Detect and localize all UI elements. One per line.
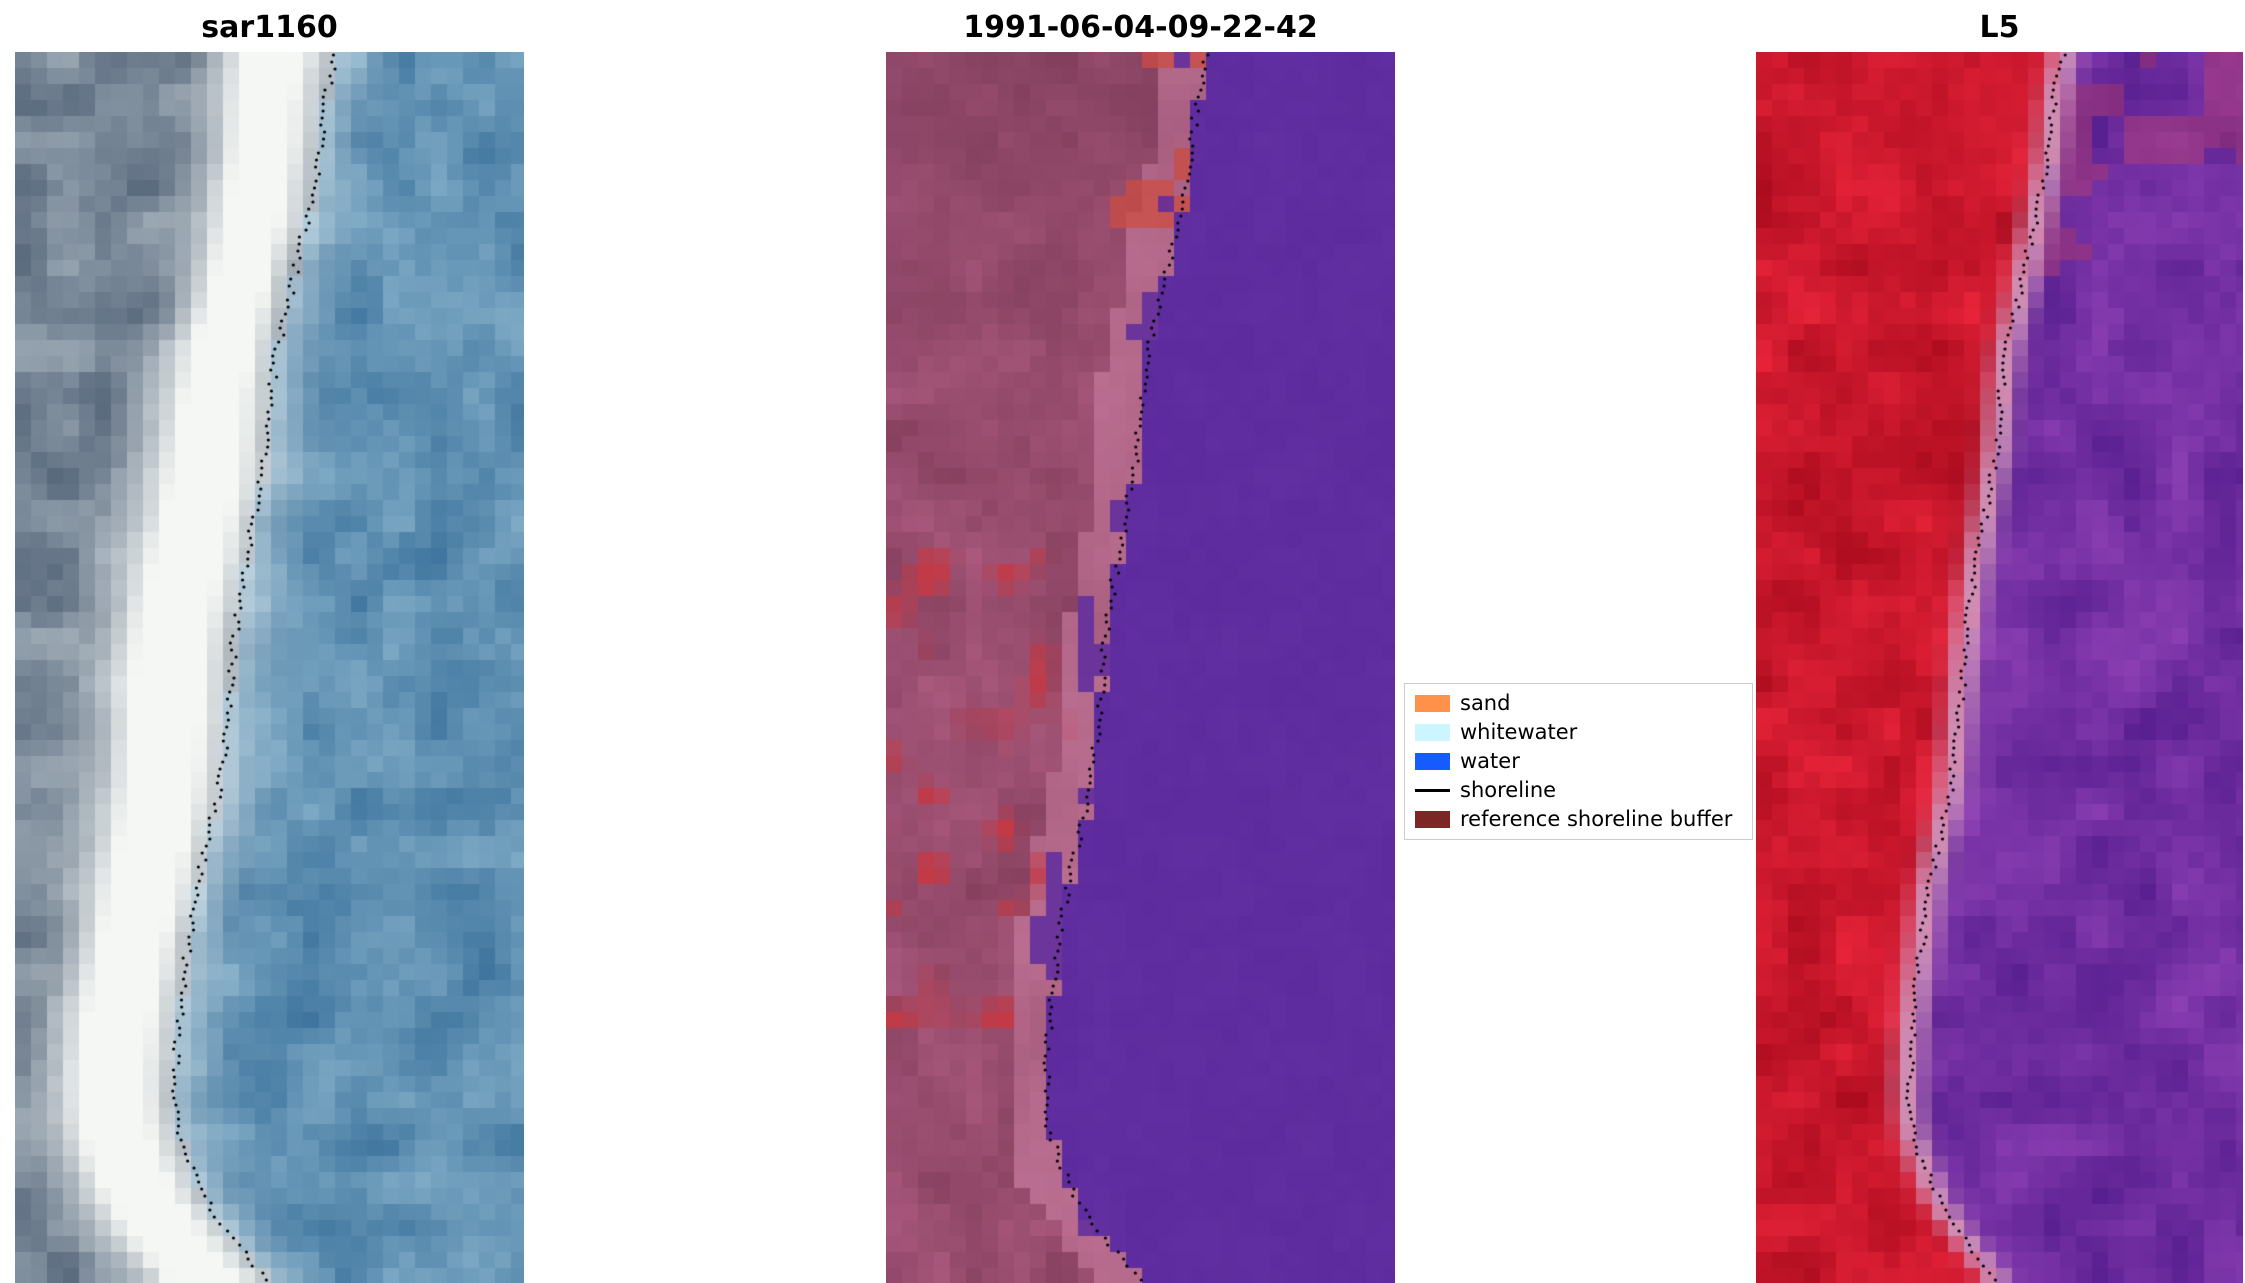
panel-title-l5: L5 xyxy=(1979,10,2020,45)
panel-l5: L5 xyxy=(1756,8,2243,1283)
panel-title-sar1160: sar1160 xyxy=(201,10,338,45)
shoreline-line-swatch xyxy=(1415,789,1450,792)
legend: sand whitewater water shoreline referenc… xyxy=(1404,683,1753,840)
l5-image xyxy=(1756,52,2243,1283)
reference-shoreline-buffer-swatch xyxy=(1415,811,1450,828)
legend-label-water: water xyxy=(1460,749,1520,773)
legend-label-sand: sand xyxy=(1460,691,1511,715)
legend-item-sand: sand xyxy=(1405,689,1752,718)
panel-sar1160: sar1160 xyxy=(15,8,524,1283)
legend-item-water: water xyxy=(1405,747,1752,776)
legend-item-reference-shoreline-buffer: reference shoreline buffer xyxy=(1405,805,1752,834)
legend-item-shoreline: shoreline xyxy=(1405,776,1752,805)
legend-label-reference-shoreline-buffer: reference shoreline buffer xyxy=(1460,807,1733,831)
whitewater-swatch xyxy=(1415,724,1450,741)
legend-item-whitewater: whitewater xyxy=(1405,718,1752,747)
panel-title-classified: 1991-06-04-09-22-42 xyxy=(963,10,1318,45)
legend-label-shoreline: shoreline xyxy=(1460,778,1557,802)
sand-swatch xyxy=(1415,695,1450,712)
sar-image xyxy=(15,52,524,1283)
panel-classified: 1991-06-04-09-22-42 xyxy=(886,8,1395,1283)
legend-label-whitewater: whitewater xyxy=(1460,720,1578,744)
classified-image xyxy=(886,52,1395,1283)
water-swatch xyxy=(1415,753,1450,770)
